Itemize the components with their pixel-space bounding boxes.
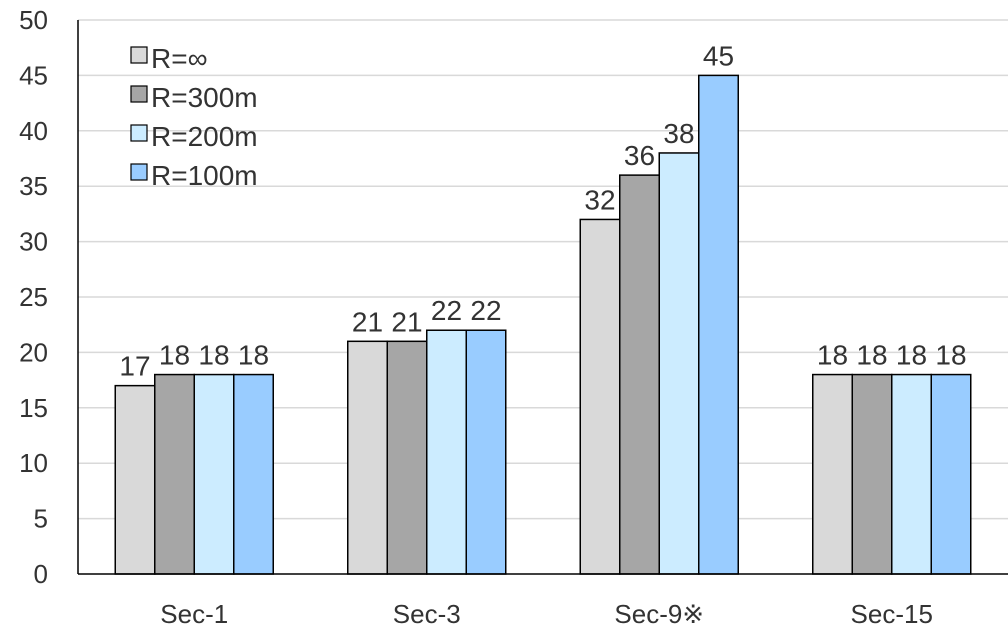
legend-swatch: [130, 163, 148, 181]
y-tick-label: 5: [34, 504, 48, 534]
bar: [426, 329, 467, 575]
bar: [619, 174, 660, 575]
data-label: 22: [431, 295, 462, 326]
y-tick-label: 20: [19, 337, 48, 367]
bar: [851, 373, 893, 575]
data-label: 18: [856, 340, 887, 371]
data-label: 22: [470, 295, 501, 326]
data-label: 18: [198, 340, 229, 371]
data-label: 32: [584, 184, 615, 215]
y-tick-label: 0: [34, 559, 48, 589]
data-labels: 17 18 18 18 21 21 22 22 32 36 38 45 18 18 18 18: [119, 40, 966, 381]
bar: [114, 384, 156, 575]
bar: [579, 218, 621, 575]
bar: [465, 329, 507, 575]
data-label: 17: [119, 351, 150, 382]
y-tick-label: 15: [19, 393, 48, 423]
y-tick-label: 30: [19, 227, 48, 257]
bar: [154, 373, 195, 575]
data-label: 38: [663, 118, 694, 149]
legend-swatch: [130, 46, 148, 64]
y-tick-label: 45: [19, 60, 48, 90]
bar: [658, 152, 700, 575]
y-tick-label: 25: [19, 282, 48, 312]
bar: [812, 373, 853, 575]
y-tick-label: 35: [19, 171, 48, 201]
legend: R=∞ R=300m R=200m R=100m: [130, 43, 258, 191]
x-category-label: Sec-3: [393, 599, 461, 629]
bar: [347, 340, 388, 575]
data-label: 18: [896, 340, 927, 371]
data-label: 18: [817, 340, 848, 371]
legend-label: R=100m: [151, 160, 258, 191]
y-tick-label: 40: [19, 116, 48, 146]
bar: [193, 373, 235, 575]
data-label: 21: [352, 306, 383, 337]
x-axis-categories: Sec-1 Sec-3 Sec-9※ Sec-15: [160, 599, 933, 629]
data-label: 36: [624, 140, 655, 171]
bar: [891, 373, 932, 575]
bar: [930, 373, 972, 575]
y-tick-label: 10: [19, 448, 48, 478]
legend-swatch: [130, 85, 148, 103]
x-category-label: Sec-9※: [614, 599, 704, 629]
y-tick-label: 50: [19, 5, 48, 35]
data-label: 18: [238, 340, 269, 371]
x-category-label: Sec-15: [851, 599, 933, 629]
y-axis-ticks: 0 5 10 15 20 25 30 35 40 45 50: [19, 5, 48, 589]
x-category-label: Sec-1: [160, 599, 228, 629]
legend-label: R=200m: [151, 121, 258, 152]
bar: [386, 340, 428, 575]
bar: [698, 74, 739, 575]
data-label: 21: [391, 306, 422, 337]
data-label: 45: [703, 40, 734, 71]
data-label: 18: [159, 340, 190, 371]
data-label: 18: [935, 340, 966, 371]
bar: [233, 373, 274, 575]
legend-label: R=300m: [151, 82, 258, 113]
legend-swatch: [130, 124, 148, 142]
legend-label: R=∞: [151, 43, 208, 74]
